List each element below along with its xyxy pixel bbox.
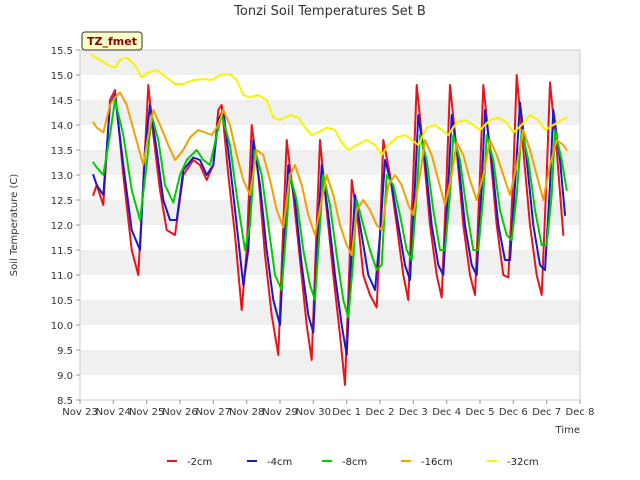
badge-label: TZ_fmet	[87, 35, 137, 48]
legend: -2cm -4cm -8cm -16cm -32cm	[167, 457, 539, 468]
x-tick-label: Dec 2	[366, 407, 395, 418]
x-tick-label: Nov 28	[229, 407, 264, 418]
y-tick-label: 12.0	[51, 221, 73, 232]
x-tick-label: Dec 5	[466, 407, 495, 418]
x-axis-label: Time	[555, 425, 580, 436]
grid-band	[80, 50, 580, 75]
y-tick-label: 15.0	[51, 71, 73, 82]
series-layer	[90, 54, 568, 386]
series-line-32cmcm	[90, 54, 568, 156]
y-tick-label: 14.0	[51, 121, 73, 132]
x-tick-label: Dec 8	[566, 407, 595, 418]
x-tick-label: Dec 7	[532, 407, 561, 418]
x-tick-label: Nov 26	[162, 407, 197, 418]
grid-band	[80, 250, 580, 275]
grid-band	[80, 275, 580, 300]
badge-box	[81, 31, 143, 51]
y-tick-label: 9.0	[57, 371, 73, 382]
x-tick-label: Nov 27	[196, 407, 231, 418]
y-tick-label: 14.5	[51, 96, 73, 107]
tz-badge: TZ_fmet	[81, 31, 143, 51]
x-tick-label: Dec 4	[432, 407, 461, 418]
y-tick-label: 9.5	[57, 346, 73, 357]
legend-label: -16cm	[421, 457, 453, 468]
x-tick-label: Dec 1	[332, 407, 361, 418]
y-tick-label: 13.5	[51, 146, 73, 157]
x-tick-label: Dec 6	[499, 407, 528, 418]
grid-band	[80, 100, 580, 125]
y-tick-label: 10.0	[51, 321, 73, 332]
series-line-8cmcm	[92, 99, 568, 319]
legend-label: -32cm	[507, 457, 539, 468]
x-tick-label: Nov 24	[96, 407, 131, 418]
y-axis-label: Soil Temperature (C)	[9, 174, 20, 277]
grid-bands	[80, 50, 580, 400]
y-axis: 8.5 9.0 9.5 10.0 10.5 11.0 11.5 12.0 12.5 13.0 13.…	[51, 46, 80, 407]
y-tick-label: 11.5	[51, 246, 73, 257]
x-tick-label: Nov 25	[129, 407, 164, 418]
legend-label: -4cm	[267, 457, 292, 468]
y-tick-label: 13.0	[51, 171, 73, 182]
legend-label: -8cm	[342, 457, 367, 468]
grid-band	[80, 375, 580, 400]
y-tick-label: 8.5	[57, 396, 73, 407]
chart-title: Tonzi Soil Temperatures Set B	[233, 4, 426, 19]
legend-label: -2cm	[187, 457, 212, 468]
y-tick-label: 10.5	[51, 296, 73, 307]
x-tick-label: Dec 3	[399, 407, 428, 418]
x-tick-label: Nov 30	[296, 407, 331, 418]
series-line-16cmcm	[92, 91, 568, 256]
grid-band	[80, 350, 580, 375]
x-tick-label: Nov 23	[62, 407, 97, 418]
y-tick-label: 11.0	[51, 271, 73, 282]
grid-band	[80, 75, 580, 100]
y-tick-label: 12.5	[51, 196, 73, 207]
y-tick-label: 15.5	[51, 46, 73, 57]
x-tick-label: Nov 29	[262, 407, 297, 418]
grid-band	[80, 325, 580, 350]
grid-band	[80, 300, 580, 325]
